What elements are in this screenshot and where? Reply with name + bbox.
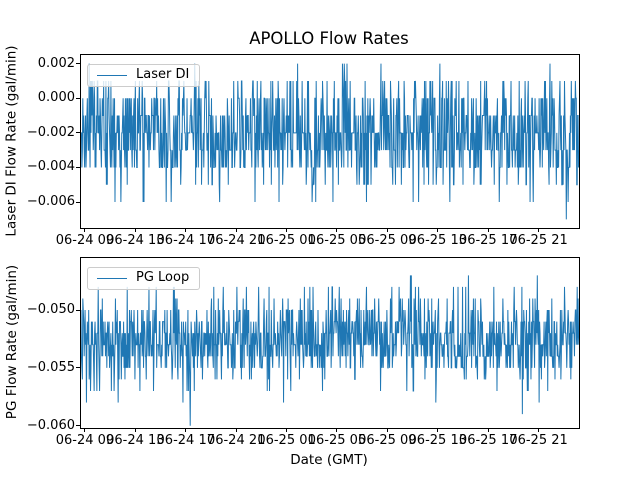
y-tick-label: −0.004 [26, 159, 75, 175]
legend-label: Laser DI [136, 67, 190, 82]
x-tick-label: 06-25 09 [358, 433, 417, 448]
legend-box: PG Loop [87, 267, 201, 290]
x-tick-label: 06-24 21 [206, 233, 266, 248]
y-tick-mark [76, 132, 80, 134]
x-tick-mark [538, 428, 540, 432]
x-tick-label: 06-24 17 [156, 233, 215, 248]
legend-box: Laser DI [87, 64, 201, 87]
x-tick-label: 06-25 17 [458, 433, 518, 448]
y-tick-mark [76, 201, 80, 203]
plot-title: APOLLO Flow Rates [249, 29, 409, 48]
x-tick-mark [286, 428, 288, 432]
y-tick-label: −0.002 [26, 124, 75, 140]
y-tick-mark [76, 367, 80, 369]
y-tick-mark [76, 63, 80, 65]
x-tick-mark [437, 428, 439, 432]
x-tick-mark [84, 228, 86, 232]
y-tick-label: 0.000 [37, 90, 75, 106]
pg-loop-series-line [81, 275, 579, 426]
x-tick-label: 06-25 13 [408, 233, 467, 248]
x-tick-mark [538, 228, 540, 232]
laser-di-series-line [81, 63, 579, 220]
x-tick-label: 06-25 05 [307, 433, 367, 448]
subplot-pg-loop: PG Loop −0.050 −0.055 −0.060 06-24 09 06-24 … [27, 257, 580, 448]
x-tick-mark [84, 428, 86, 432]
y-tick-label: −0.050 [26, 302, 75, 318]
x-tick-label: 06-25 21 [509, 233, 568, 248]
x-tick-mark [134, 228, 136, 232]
x-tick-label: 06-25 01 [257, 433, 316, 448]
x-tick-mark [386, 428, 388, 432]
x-tick-mark [437, 228, 439, 232]
x-tick-mark [336, 228, 338, 232]
x-tick-label: 06-24 17 [156, 433, 215, 448]
x-tick-mark [286, 228, 288, 232]
x-tick-label: 06-24 13 [106, 233, 165, 248]
x-axis-label: Date (GMT) [290, 452, 368, 468]
x-tick-mark [336, 428, 338, 432]
x-tick-label: 06-24 09 [55, 433, 115, 448]
x-tick-mark [185, 228, 187, 232]
y-tick-label: −0.055 [26, 359, 75, 375]
x-tick-label: 06-25 17 [458, 233, 518, 248]
legend-label: PG Loop [136, 270, 190, 285]
y-tick-label: −0.006 [26, 194, 75, 210]
y-tick-label: 0.002 [37, 55, 75, 71]
x-tick-label: 06-24 13 [106, 433, 165, 448]
x-tick-mark [235, 228, 237, 232]
x-tick-label: 06-25 21 [509, 433, 568, 448]
x-tick-mark [386, 228, 388, 232]
y-tick-mark [76, 166, 80, 168]
y-axis-label-laser-di: Laser DI Flow Rate (gal/min) [4, 44, 21, 237]
x-tick-mark [235, 428, 237, 432]
x-tick-label: 06-25 01 [257, 233, 316, 248]
subplot-laser-di: Laser DI 0.002 0.000 −0.002 −0.004 −0.006 06-… [27, 54, 580, 248]
legend-line-swatch [97, 74, 127, 76]
y-tick-label: −0.060 [26, 417, 75, 433]
y-tick-mark [76, 425, 80, 427]
x-tick-label: 06-24 09 [55, 233, 115, 248]
x-tick-label: 06-24 21 [206, 433, 266, 448]
legend-line-swatch [97, 277, 127, 279]
x-tick-label: 06-25 05 [307, 233, 367, 248]
x-tick-label: 06-25 09 [358, 233, 417, 248]
x-tick-mark [487, 228, 489, 232]
x-tick-label: 06-25 13 [408, 433, 467, 448]
x-tick-mark [134, 428, 136, 432]
x-tick-mark [185, 428, 187, 432]
y-tick-mark [76, 309, 80, 311]
y-axis-label-pg-loop: PG Flow Rate (gal/min) [4, 264, 21, 420]
y-tick-mark [76, 97, 80, 99]
x-tick-mark [487, 428, 489, 432]
